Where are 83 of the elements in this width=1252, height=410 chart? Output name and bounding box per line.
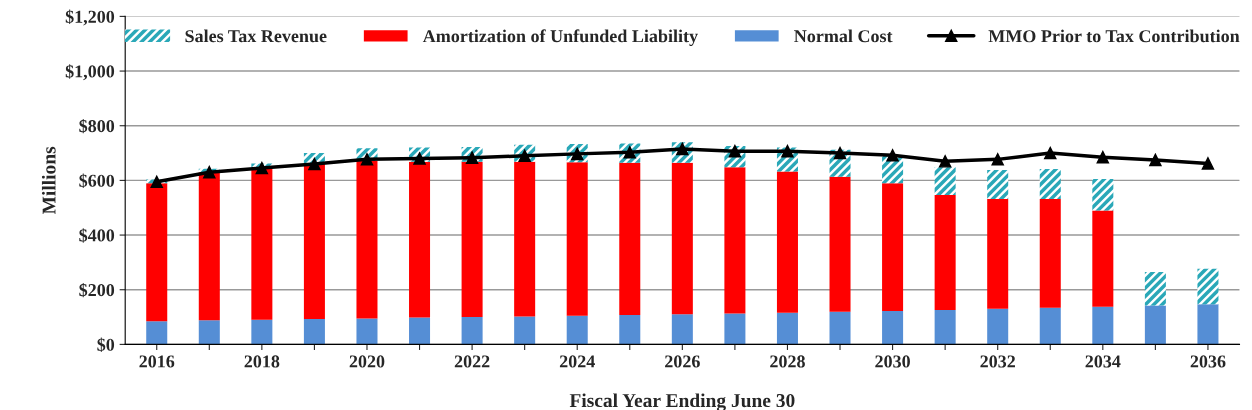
bar: [776, 171, 798, 313]
point: [938, 155, 952, 168]
point: [360, 153, 374, 166]
bar: [619, 314, 641, 345]
bar: [146, 321, 168, 345]
bar: [356, 318, 378, 345]
x-tick-label: 2026: [665, 355, 700, 368]
bar: [724, 313, 746, 345]
bar: [198, 320, 220, 345]
point: [991, 153, 1004, 166]
bar: [1197, 268, 1219, 305]
x-tick-label: 2022: [454, 355, 490, 368]
x-tick-label: 2032: [980, 355, 1015, 368]
bar: [829, 311, 851, 345]
bar: [1144, 271, 1166, 306]
point: [1044, 146, 1057, 160]
point: [1096, 150, 1110, 164]
bar: [1039, 168, 1061, 199]
bar: [461, 317, 483, 345]
bar: [1039, 307, 1061, 345]
point: [886, 149, 899, 162]
point: [781, 144, 794, 158]
x-tick-label: 2028: [770, 355, 805, 368]
bar: [409, 161, 431, 318]
point: [203, 165, 216, 179]
bar: [1197, 304, 1219, 345]
x-tick-label: 2016: [139, 355, 175, 368]
y-tick-label: $1,200: [65, 9, 115, 26]
bar: [1092, 306, 1114, 345]
bar: [882, 311, 904, 345]
y-axis-title: Millions: [41, 146, 56, 215]
legend-label: MMO Prior to Tax Contribution: [988, 29, 1240, 43]
bar: [934, 309, 956, 345]
bar: [251, 168, 273, 320]
x-tick-label: 2018: [244, 355, 280, 368]
y-tick-label: $800: [79, 118, 115, 134]
bar: [829, 176, 851, 312]
y-tick-label: $0: [97, 337, 115, 353]
bar: [724, 167, 746, 314]
bar: [198, 172, 220, 321]
y-tick-label: $1,000: [65, 64, 115, 81]
point: [308, 157, 321, 171]
y-tick-label: $400: [79, 228, 115, 243]
x-tick-label: 2036: [1190, 355, 1226, 368]
point: [1149, 153, 1162, 167]
legend-label: Amortization of Unfunded Liability: [422, 29, 698, 46]
bar: [671, 162, 693, 315]
bar: [987, 198, 1009, 309]
y-tick-label: $600: [79, 173, 115, 189]
point: [150, 175, 163, 189]
bar: [1092, 210, 1114, 307]
x-tick-label: 2030: [875, 355, 910, 368]
bar: [514, 316, 536, 345]
bar: [409, 317, 431, 345]
bar: [146, 183, 168, 322]
bar: [461, 161, 483, 318]
bar: [1144, 305, 1166, 345]
legend-label: Normal Cost: [794, 29, 893, 43]
bar: [303, 164, 325, 319]
bar: [251, 319, 273, 345]
bar: [987, 170, 1009, 199]
bar: [1039, 198, 1061, 308]
bar: [514, 161, 536, 317]
bar: [882, 183, 904, 312]
bar: [987, 308, 1009, 345]
point: [255, 161, 269, 175]
bar: [934, 167, 956, 195]
x-tick-label: 2024: [559, 355, 595, 368]
bar: [356, 160, 378, 319]
legend-label: Sales Tax Revenue: [185, 29, 327, 43]
bar: [776, 312, 798, 345]
y-tick-label: $200: [79, 282, 115, 298]
x-tick-label: 2020: [349, 355, 385, 368]
bar: [619, 162, 641, 315]
point: [1201, 157, 1215, 170]
x-tick-label: 2034: [1085, 355, 1121, 368]
bar: [671, 314, 693, 345]
bar: [566, 162, 588, 316]
bar: [1092, 179, 1114, 211]
bar: [934, 194, 956, 310]
bar: [566, 315, 588, 345]
point: [833, 146, 847, 160]
bar: [303, 318, 325, 345]
